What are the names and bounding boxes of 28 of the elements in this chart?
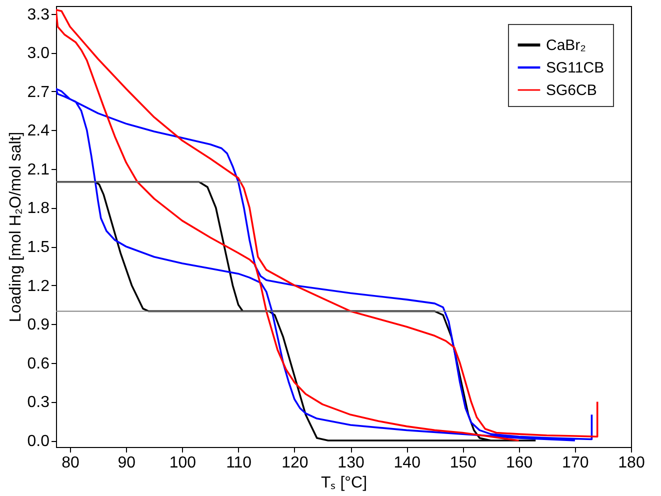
y-tick-label: 0.6 <box>27 355 50 372</box>
y-tick-label: 1.2 <box>27 278 50 295</box>
x-axis-title: Tₛ [°C] <box>320 474 368 492</box>
x-tick-label: 90 <box>118 454 136 472</box>
x-tick-label: 170 <box>562 454 589 472</box>
y-tick-label: 3.0 <box>27 45 50 62</box>
legend-label: CaBr₂ <box>546 37 586 54</box>
x-tick-label: 140 <box>394 454 421 472</box>
x-tick-label: 120 <box>282 454 308 472</box>
y-axis-title: Loading [mol H₂O/mol salt] <box>7 132 24 322</box>
x-tick-label: 80 <box>62 454 80 472</box>
legend-label: SG11CB <box>546 60 604 76</box>
y-tick-label: 0.3 <box>27 394 50 412</box>
y-tick-label: 1.8 <box>27 200 50 218</box>
x-tick-label: 150 <box>450 454 477 472</box>
legend-label: SG6CB <box>546 82 597 99</box>
y-tick-label: 1.5 <box>27 239 50 256</box>
x-tick-label: 100 <box>169 454 196 472</box>
y-tick-label: 2.7 <box>27 84 50 101</box>
y-tick-label: 0.0 <box>27 433 50 450</box>
x-tick-label: 130 <box>338 454 364 472</box>
y-tick-label: 3.3 <box>27 6 50 24</box>
x-tick-label: 160 <box>506 454 533 472</box>
y-tick-label: 2.1 <box>27 161 50 178</box>
y-tick-label: 0.9 <box>27 316 50 334</box>
x-tick-label: 110 <box>226 454 252 472</box>
y-tick-label: 2.4 <box>27 122 50 140</box>
x-tick-label: 180 <box>618 454 645 472</box>
